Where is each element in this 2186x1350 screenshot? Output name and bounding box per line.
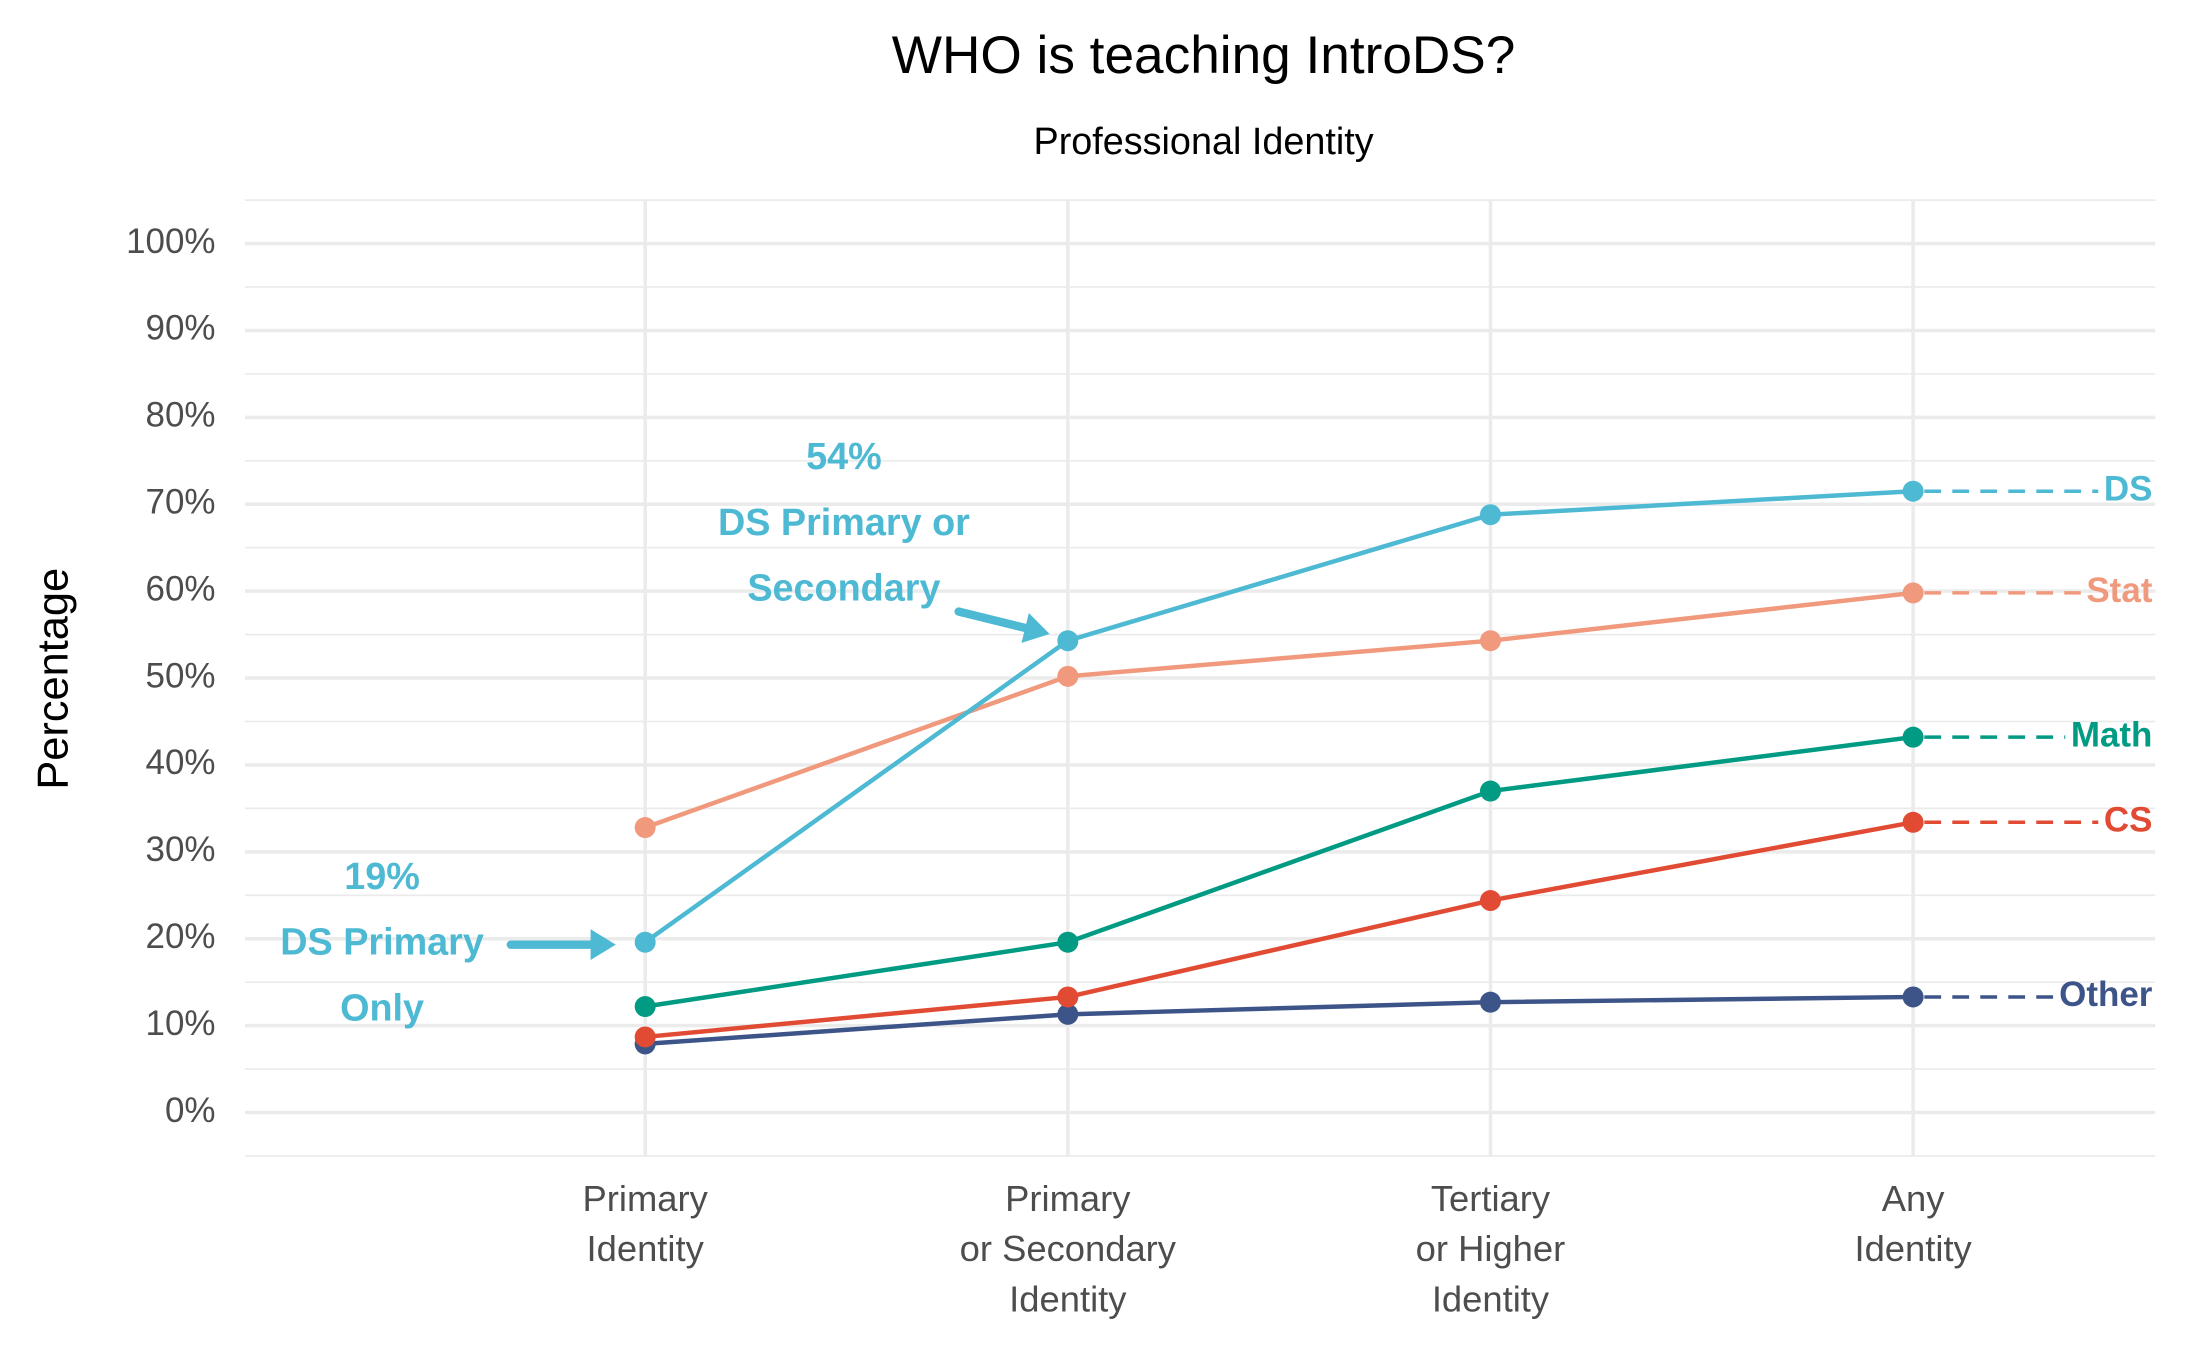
point [1479, 630, 1501, 652]
y-tick-label: 0% [165, 1091, 216, 1130]
series-label: Stat [2086, 571, 2152, 610]
chart-subtitle: Professional Identity [1034, 121, 1374, 163]
point [1057, 986, 1079, 1008]
y-tick-label: 60% [146, 569, 216, 608]
series-line [644, 734, 1914, 1009]
x-tick-label: Primary Identity [583, 1177, 709, 1268]
point [1479, 780, 1501, 802]
chart-title: WHO is teaching IntroDS? [892, 26, 1516, 85]
point [634, 996, 656, 1018]
y-tick-label: 30% [146, 830, 216, 869]
y-tick-label: 20% [146, 917, 216, 956]
point [1479, 991, 1501, 1013]
y-axis-title: Percentage [29, 568, 77, 790]
x-tick-label: Tertiary or Higher Identity [1416, 1177, 1566, 1319]
annotation-arrowhead [1021, 613, 1050, 643]
point [1902, 582, 1924, 604]
point [634, 931, 656, 953]
annotation: DS Primary [280, 922, 484, 964]
y-tick-label: 40% [146, 743, 216, 782]
series-line [644, 820, 1914, 1040]
annotation: Secondary [747, 568, 940, 610]
y-tick-label: 90% [146, 309, 216, 348]
annotation-arrow [954, 607, 1030, 633]
series-label: Math [2071, 715, 2153, 754]
y-tick-label: 10% [146, 1004, 216, 1043]
annotation: DS Primary or [718, 502, 970, 544]
point [1057, 931, 1079, 953]
x-tick-label: Primary or Secondary Identity [960, 1177, 1177, 1319]
point [1057, 630, 1079, 652]
series-label: CS [2104, 801, 2153, 840]
point [634, 1026, 656, 1048]
annotation-arrowhead [590, 929, 616, 961]
point [634, 817, 656, 839]
series-label: Other [2059, 975, 2153, 1014]
x-tick-label: Any Identity [1854, 1177, 1972, 1268]
point [1479, 504, 1501, 526]
annotation: 19% [344, 856, 420, 898]
series-line [645, 994, 1914, 1047]
point [1057, 1003, 1079, 1025]
point [1479, 890, 1501, 912]
y-tick-label: 70% [146, 482, 216, 521]
point [1902, 480, 1924, 502]
series-line [643, 488, 1914, 945]
series-label: DS [2104, 469, 2153, 508]
series-line [644, 590, 1914, 830]
y-tick-label: 100% [126, 222, 215, 261]
point [1057, 665, 1079, 687]
annotation: 54% [806, 436, 882, 478]
point [1902, 986, 1924, 1008]
point [1902, 811, 1924, 833]
point [1902, 726, 1924, 748]
annotation: Only [340, 987, 424, 1029]
y-tick-label: 50% [146, 656, 216, 695]
y-tick-label: 80% [146, 396, 216, 435]
